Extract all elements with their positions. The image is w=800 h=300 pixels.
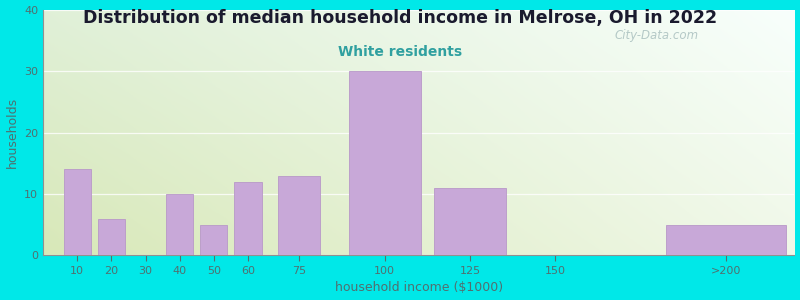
Text: White residents: White residents [338, 45, 462, 59]
Bar [278, 176, 320, 256]
Bar [666, 225, 786, 256]
Bar [200, 225, 227, 256]
Y-axis label: households: households [6, 97, 18, 168]
Bar [434, 188, 506, 256]
Text: City-Data.com: City-Data.com [614, 29, 698, 42]
Bar [349, 71, 421, 256]
Bar [166, 194, 194, 256]
X-axis label: household income ($1000): household income ($1000) [334, 281, 503, 294]
Bar [234, 182, 262, 256]
Bar [64, 169, 90, 256]
Text: Distribution of median household income in Melrose, OH in 2022: Distribution of median household income … [83, 9, 717, 27]
Bar [98, 219, 125, 256]
